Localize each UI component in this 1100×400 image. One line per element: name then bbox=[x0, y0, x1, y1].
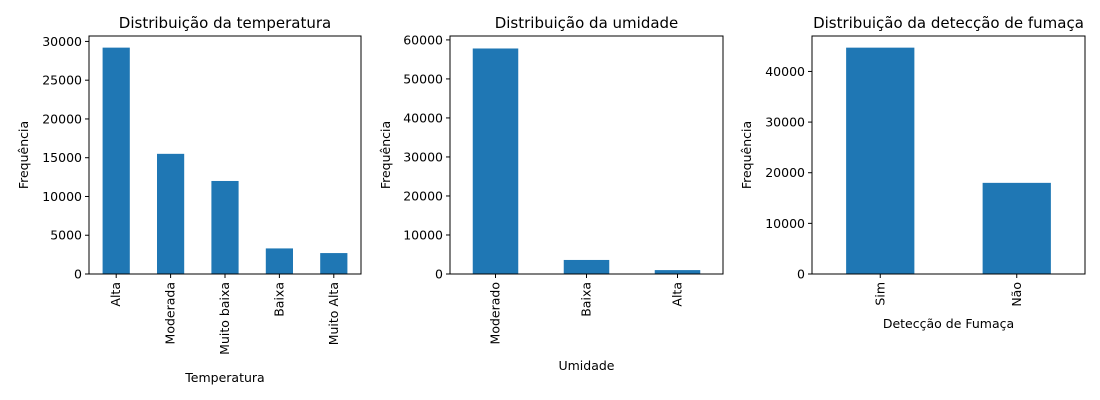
y-tick-label: 25000 bbox=[42, 73, 82, 88]
bar-moderada bbox=[157, 153, 185, 274]
chart-panel-2: Distribuição da umidade Moderado Baixa Alta… bbox=[378, 14, 724, 373]
chart-panel-1: Distribuição da temperatura Alta Moderada M… bbox=[16, 14, 362, 385]
bar-sim bbox=[846, 47, 915, 275]
y-tick-label: 40000 bbox=[765, 64, 805, 79]
y-tick-label: 30000 bbox=[765, 115, 805, 130]
y-tick-label: 20000 bbox=[42, 111, 82, 126]
x-tick-label: Não bbox=[1009, 282, 1024, 307]
y-tick-label: 10000 bbox=[403, 227, 443, 242]
chart-title: Distribuição da detecção de fumaça bbox=[813, 14, 1084, 32]
x-tick-label: Muito baixa bbox=[217, 282, 232, 355]
x-axis-label: Temperatura bbox=[184, 370, 264, 385]
x-tick-label: Baixa bbox=[271, 282, 286, 317]
bar-baixa bbox=[563, 259, 610, 274]
y-tick-label: 50000 bbox=[403, 71, 443, 86]
y-axis-label: Frequência bbox=[16, 121, 31, 189]
chart-title: Distribuição da temperatura bbox=[119, 14, 331, 32]
bar-alta bbox=[102, 47, 130, 275]
chart-panel-3: Distribuição da detecção de fumaça Sim Não… bbox=[739, 14, 1086, 331]
x-tick-label: Sim bbox=[872, 282, 887, 306]
y-tick-label: 10000 bbox=[765, 216, 805, 231]
x-tick-label: Moderado bbox=[488, 282, 503, 344]
y-tick-label: 30000 bbox=[42, 34, 82, 49]
x-tick-label: Baixa bbox=[579, 282, 594, 317]
axes-frame bbox=[449, 35, 724, 275]
x-tick-label: Alta bbox=[108, 282, 123, 307]
bar-muito-alta bbox=[320, 253, 348, 274]
axes-frame bbox=[811, 35, 1086, 275]
x-axis-label: Umidade bbox=[558, 358, 614, 373]
y-tick-label: 60000 bbox=[403, 32, 443, 47]
x-tick-label: Moderada bbox=[163, 282, 178, 344]
y-tick-label: 0 bbox=[435, 267, 443, 282]
y-tick-label: 10000 bbox=[42, 189, 82, 204]
y-tick-label: 15000 bbox=[42, 150, 82, 165]
y-tick-label: 20000 bbox=[403, 188, 443, 203]
bar-moderado bbox=[472, 48, 519, 274]
y-tick-label: 30000 bbox=[403, 149, 443, 164]
y-tick-label: 40000 bbox=[403, 110, 443, 125]
bar-alta bbox=[654, 270, 701, 274]
x-axis-label: Detecção de Fumaça bbox=[883, 316, 1014, 331]
bar-não bbox=[982, 182, 1051, 274]
x-tick-label: Muito Alta bbox=[326, 282, 341, 345]
axes-frame bbox=[88, 35, 362, 275]
bar-muito-baixa bbox=[211, 180, 239, 274]
y-tick-label: 0 bbox=[797, 267, 805, 282]
y-tick-label: 5000 bbox=[50, 228, 82, 243]
chart-title: Distribuição da umidade bbox=[495, 14, 679, 32]
y-axis-label: Frequência bbox=[378, 121, 393, 189]
bar-baixa bbox=[265, 248, 293, 274]
y-axis-label: Frequência bbox=[739, 121, 754, 189]
y-tick-label: 20000 bbox=[765, 165, 805, 180]
y-tick-label: 0 bbox=[74, 267, 82, 282]
x-tick-label: Alta bbox=[670, 282, 685, 307]
